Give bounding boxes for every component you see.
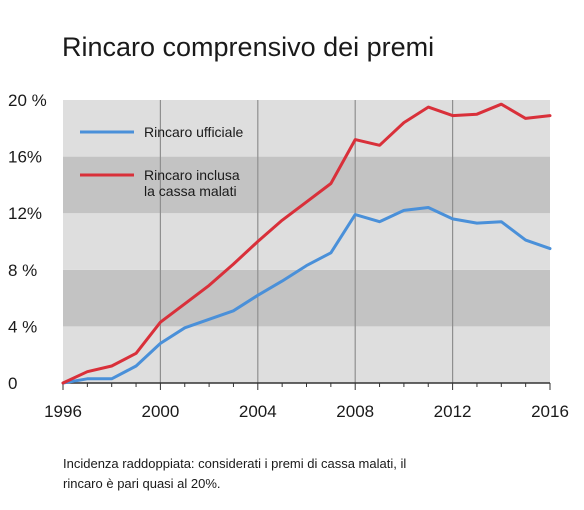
band-4-8 — [63, 269, 550, 327]
y-axis-ticks: 0 4 % 8 % 12% 16% 20 % — [8, 91, 47, 393]
y-tick-label: 8 % — [8, 261, 37, 280]
x-axis — [62, 382, 551, 390]
band-0-4 — [63, 326, 550, 383]
y-tick-label: 12% — [8, 204, 42, 223]
caption-line-1: Incidenza raddoppiata: considerati i pre… — [63, 456, 406, 471]
y-tick-label: 16% — [8, 148, 42, 167]
x-tick-label: 2004 — [239, 402, 277, 421]
x-tick-label: 2008 — [336, 402, 374, 421]
legend-label-2: Rincaro inclusa — [144, 167, 240, 183]
gridlines — [159, 100, 454, 383]
x-axis-ticks: 1996 2000 2004 2008 2012 2016 — [44, 402, 569, 421]
caption-line-2: rincaro è pari quasi al 20%. — [63, 476, 221, 491]
series-lines — [61, 102, 552, 385]
series-line-2 — [61, 102, 552, 385]
series-line-1 — [61, 206, 552, 385]
chart-title: Rincaro comprensivo dei premi — [62, 32, 434, 62]
band-16-20 — [63, 100, 550, 157]
legend-label-2: la cassa malati — [144, 183, 237, 199]
plot-background — [63, 100, 550, 383]
x-tick-label: 2000 — [141, 402, 179, 421]
y-tick-label: 0 — [8, 374, 17, 393]
x-tick-label: 2012 — [434, 402, 472, 421]
y-tick-label: 4 % — [8, 317, 37, 336]
x-tick-label: 1996 — [44, 402, 82, 421]
x-tick-label: 2016 — [531, 402, 569, 421]
legend-label-1: Rincaro ufficiale — [144, 124, 244, 140]
y-tick-label: 20 % — [8, 91, 47, 110]
band-12-16 — [63, 156, 550, 214]
